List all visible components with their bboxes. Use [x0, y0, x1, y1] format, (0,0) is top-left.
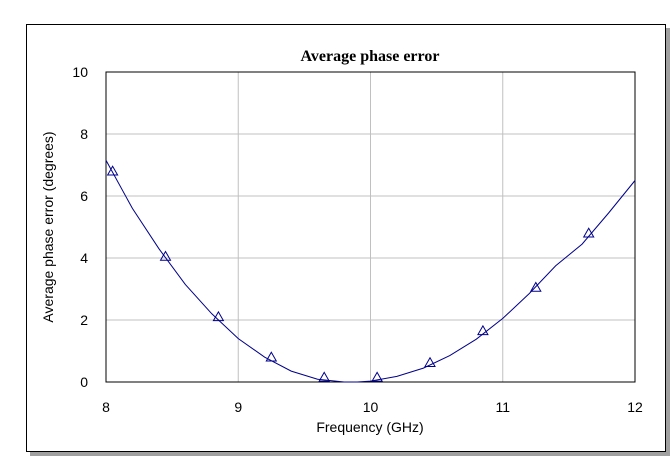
triangle-marker	[371, 371, 383, 382]
y-tick-label: 6	[80, 188, 88, 204]
y-tick-label: 4	[80, 250, 88, 266]
triangle-marker	[582, 227, 595, 238]
y-tick-labels: 0 2 4 6 8 10	[72, 64, 88, 390]
y-tick-label: 2	[80, 312, 88, 328]
chart-title: Average phase error	[301, 48, 440, 65]
x-tick-label: 10	[363, 399, 379, 415]
y-axis-label: Average phase error (degrees)	[40, 131, 56, 322]
series-line	[105, 160, 636, 383]
triangle-marker	[159, 250, 172, 261]
triangle-marker	[477, 324, 489, 336]
series-group	[105, 160, 636, 383]
y-tick-label: 8	[80, 126, 88, 142]
triangle-marker	[318, 371, 331, 382]
x-tick-label: 11	[495, 399, 510, 415]
chart-frame	[26, 24, 666, 452]
y-tick-label: 0	[80, 374, 88, 390]
x-tick-label: 9	[234, 399, 242, 415]
y-tick-label: 10	[72, 64, 88, 80]
triangle-marker	[212, 310, 225, 322]
grid	[105, 71, 636, 383]
x-tick-labels: 8 9 10 11 12	[102, 399, 643, 415]
plot-border	[105, 71, 636, 383]
x-tick-label: 12	[627, 399, 643, 415]
triangle-marker	[424, 356, 436, 368]
x-tick-label: 8	[102, 399, 110, 415]
triangle-marker	[529, 281, 542, 292]
x-axis-label: Frequency (GHz)	[316, 419, 423, 435]
triangle-marker	[106, 165, 119, 176]
triangle-marker	[265, 351, 278, 362]
